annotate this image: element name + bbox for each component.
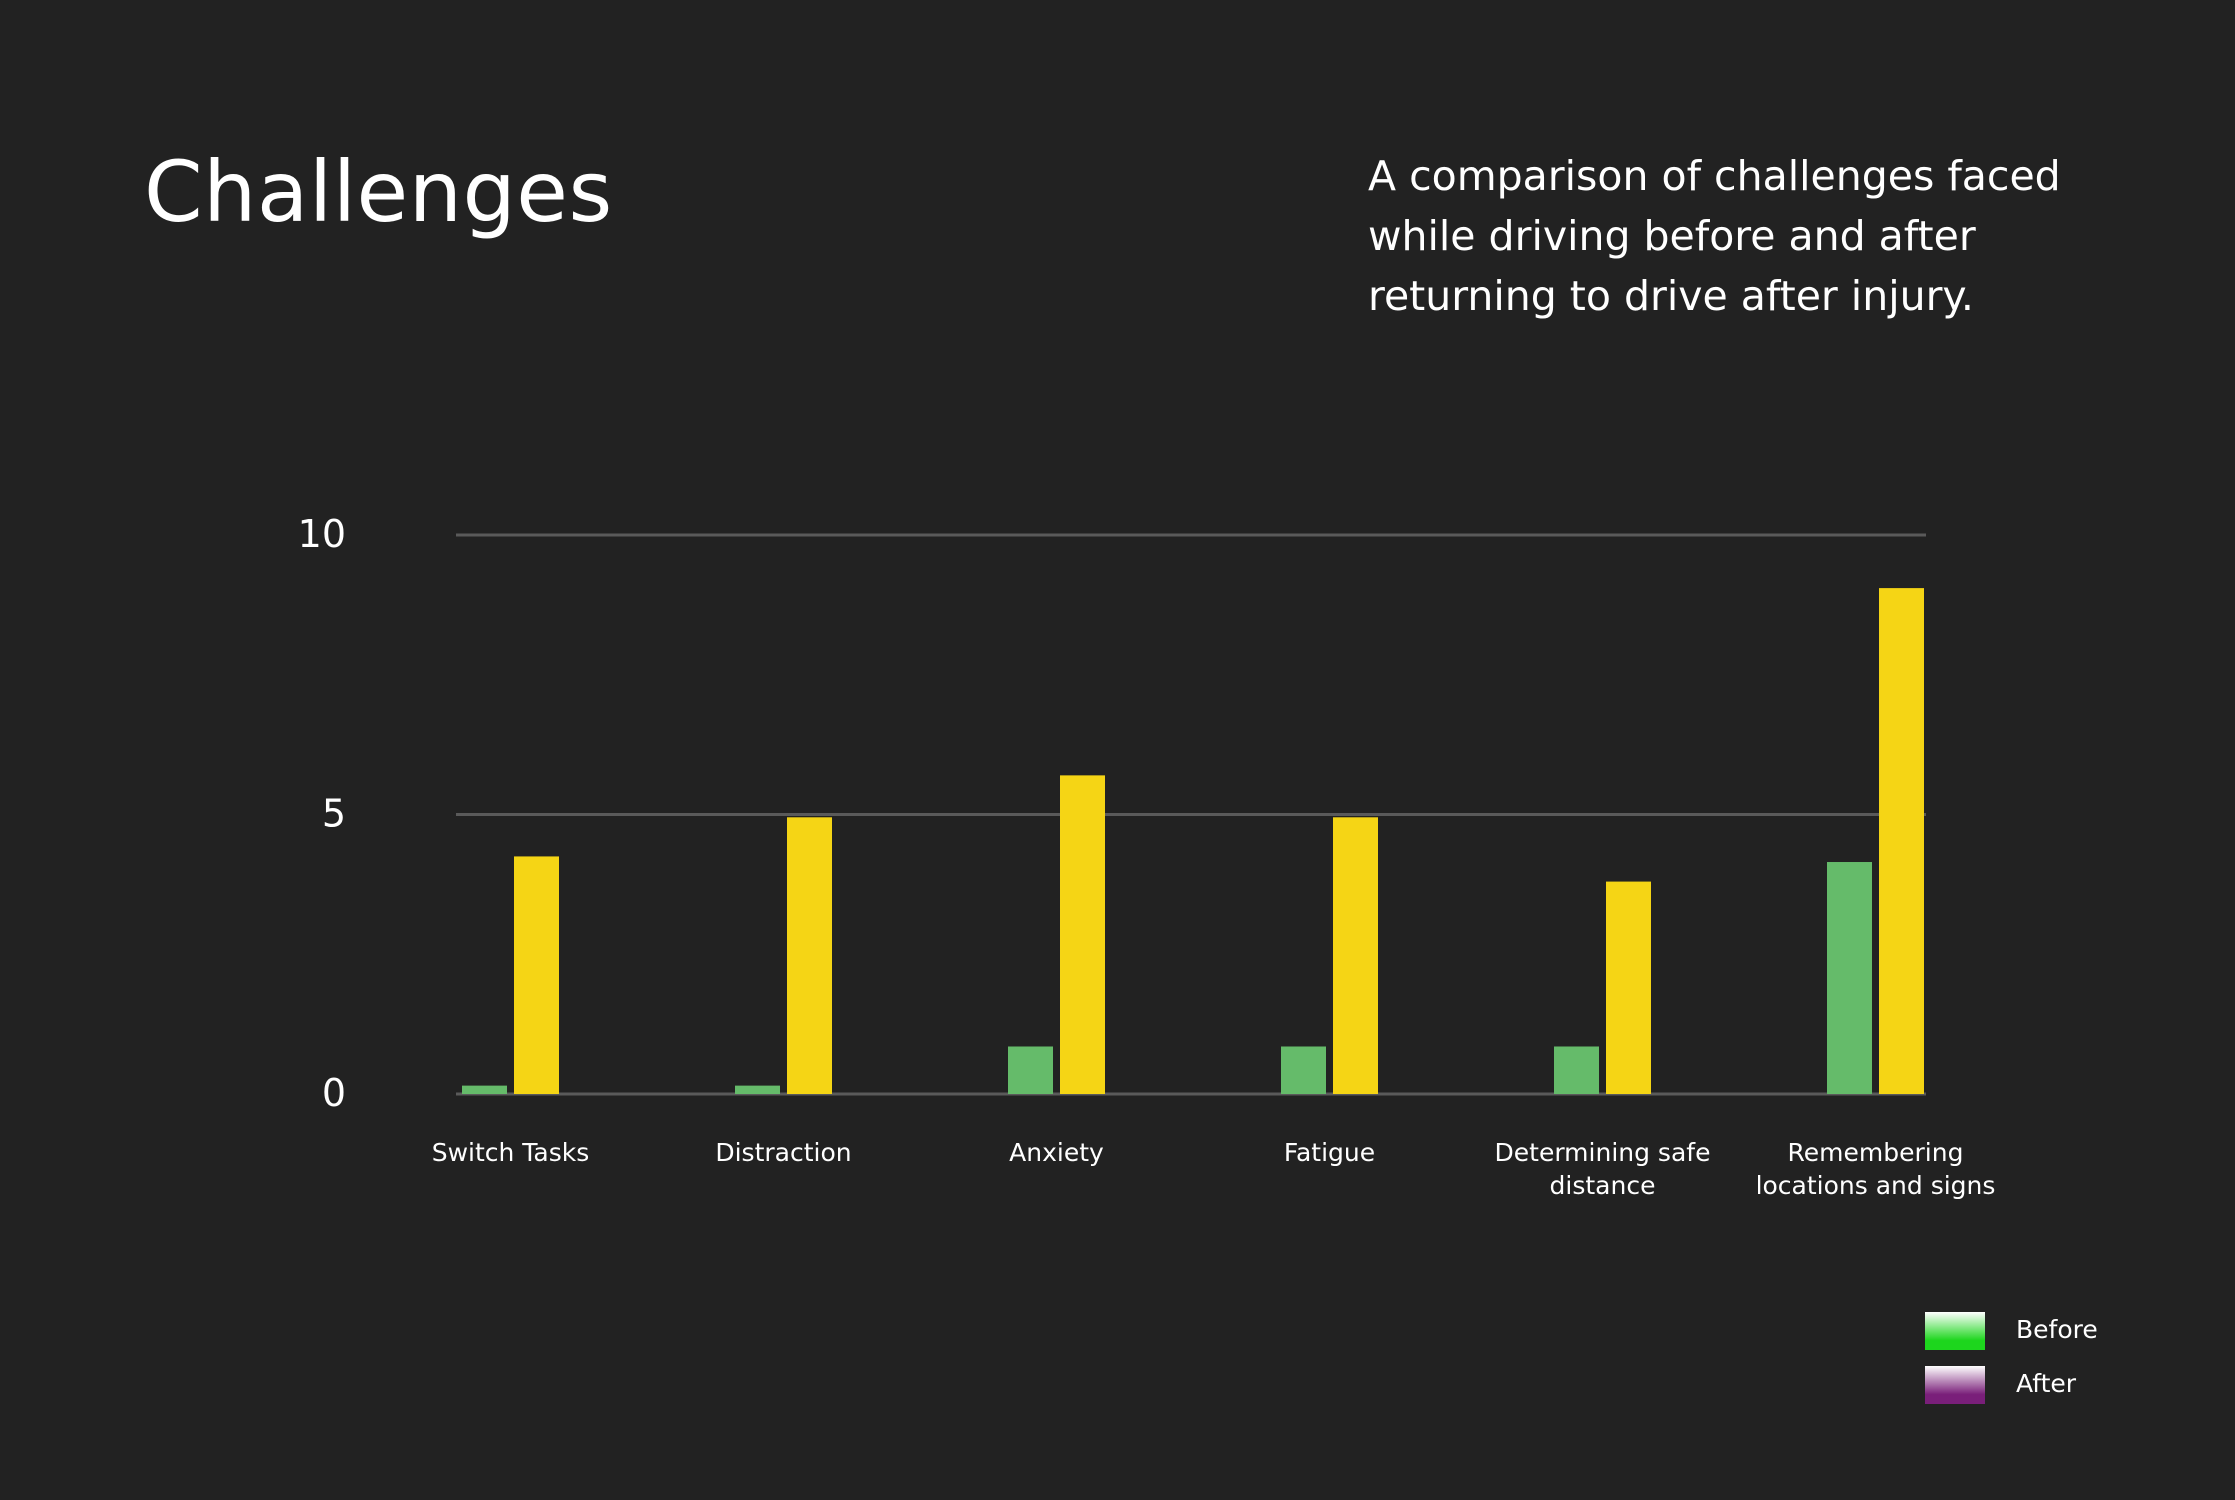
bars bbox=[462, 588, 1924, 1094]
x-tick-label-line: locations and signs bbox=[1756, 1171, 1996, 1200]
x-tick-label-line: Distraction bbox=[715, 1138, 851, 1167]
bar-before-2 bbox=[1008, 1046, 1053, 1094]
bar-after-0 bbox=[514, 856, 559, 1094]
x-tick-label-line: Remembering bbox=[1788, 1138, 1964, 1167]
x-tick-label: Determining safe distance bbox=[1495, 1138, 1711, 1200]
bar-before-1 bbox=[735, 1085, 780, 1094]
grid-lines bbox=[456, 533, 1926, 1096]
axis-labels: 0 5 10 Switch Tasks Distraction Anxiety Fatigu… bbox=[298, 512, 1996, 1200]
x-tick-label: Anxiety bbox=[1009, 1138, 1104, 1167]
bar-before-5 bbox=[1827, 862, 1872, 1094]
x-tick-label-line: Switch Tasks bbox=[432, 1138, 590, 1167]
legend-label: After bbox=[2016, 1369, 2077, 1398]
y-tick-label: 10 bbox=[298, 512, 346, 556]
page-subtitle: A comparison of challenges faced while d… bbox=[1368, 152, 2061, 320]
x-tick-label: Switch Tasks bbox=[432, 1138, 590, 1167]
bar-after-4 bbox=[1606, 881, 1651, 1094]
bar-before-0 bbox=[462, 1085, 507, 1094]
bar-after-3 bbox=[1333, 817, 1378, 1094]
page-title: Challenges bbox=[144, 143, 613, 241]
bar-before-3 bbox=[1281, 1046, 1326, 1094]
x-tick-label-line: distance bbox=[1550, 1171, 1656, 1200]
bar-after-5 bbox=[1879, 588, 1924, 1094]
x-tick-label: Distraction bbox=[715, 1138, 851, 1167]
legend-swatch bbox=[1925, 1312, 1985, 1350]
bar-before-4 bbox=[1554, 1046, 1599, 1094]
bar-after-2 bbox=[1060, 775, 1105, 1094]
x-tick-label: Fatigue bbox=[1284, 1138, 1375, 1167]
x-tick-label: Remembering locations and signs bbox=[1756, 1138, 1996, 1200]
legend-swatch bbox=[1925, 1366, 1985, 1404]
x-tick-label-line: Determining safe bbox=[1495, 1138, 1711, 1167]
x-tick-label-line: Anxiety bbox=[1009, 1138, 1104, 1167]
bar-after-1 bbox=[787, 817, 832, 1094]
y-tick-label: 5 bbox=[322, 792, 346, 836]
legend-label: Before bbox=[2016, 1315, 2098, 1344]
x-tick-label-line: Fatigue bbox=[1284, 1138, 1375, 1167]
y-tick-label: 0 bbox=[322, 1071, 346, 1115]
